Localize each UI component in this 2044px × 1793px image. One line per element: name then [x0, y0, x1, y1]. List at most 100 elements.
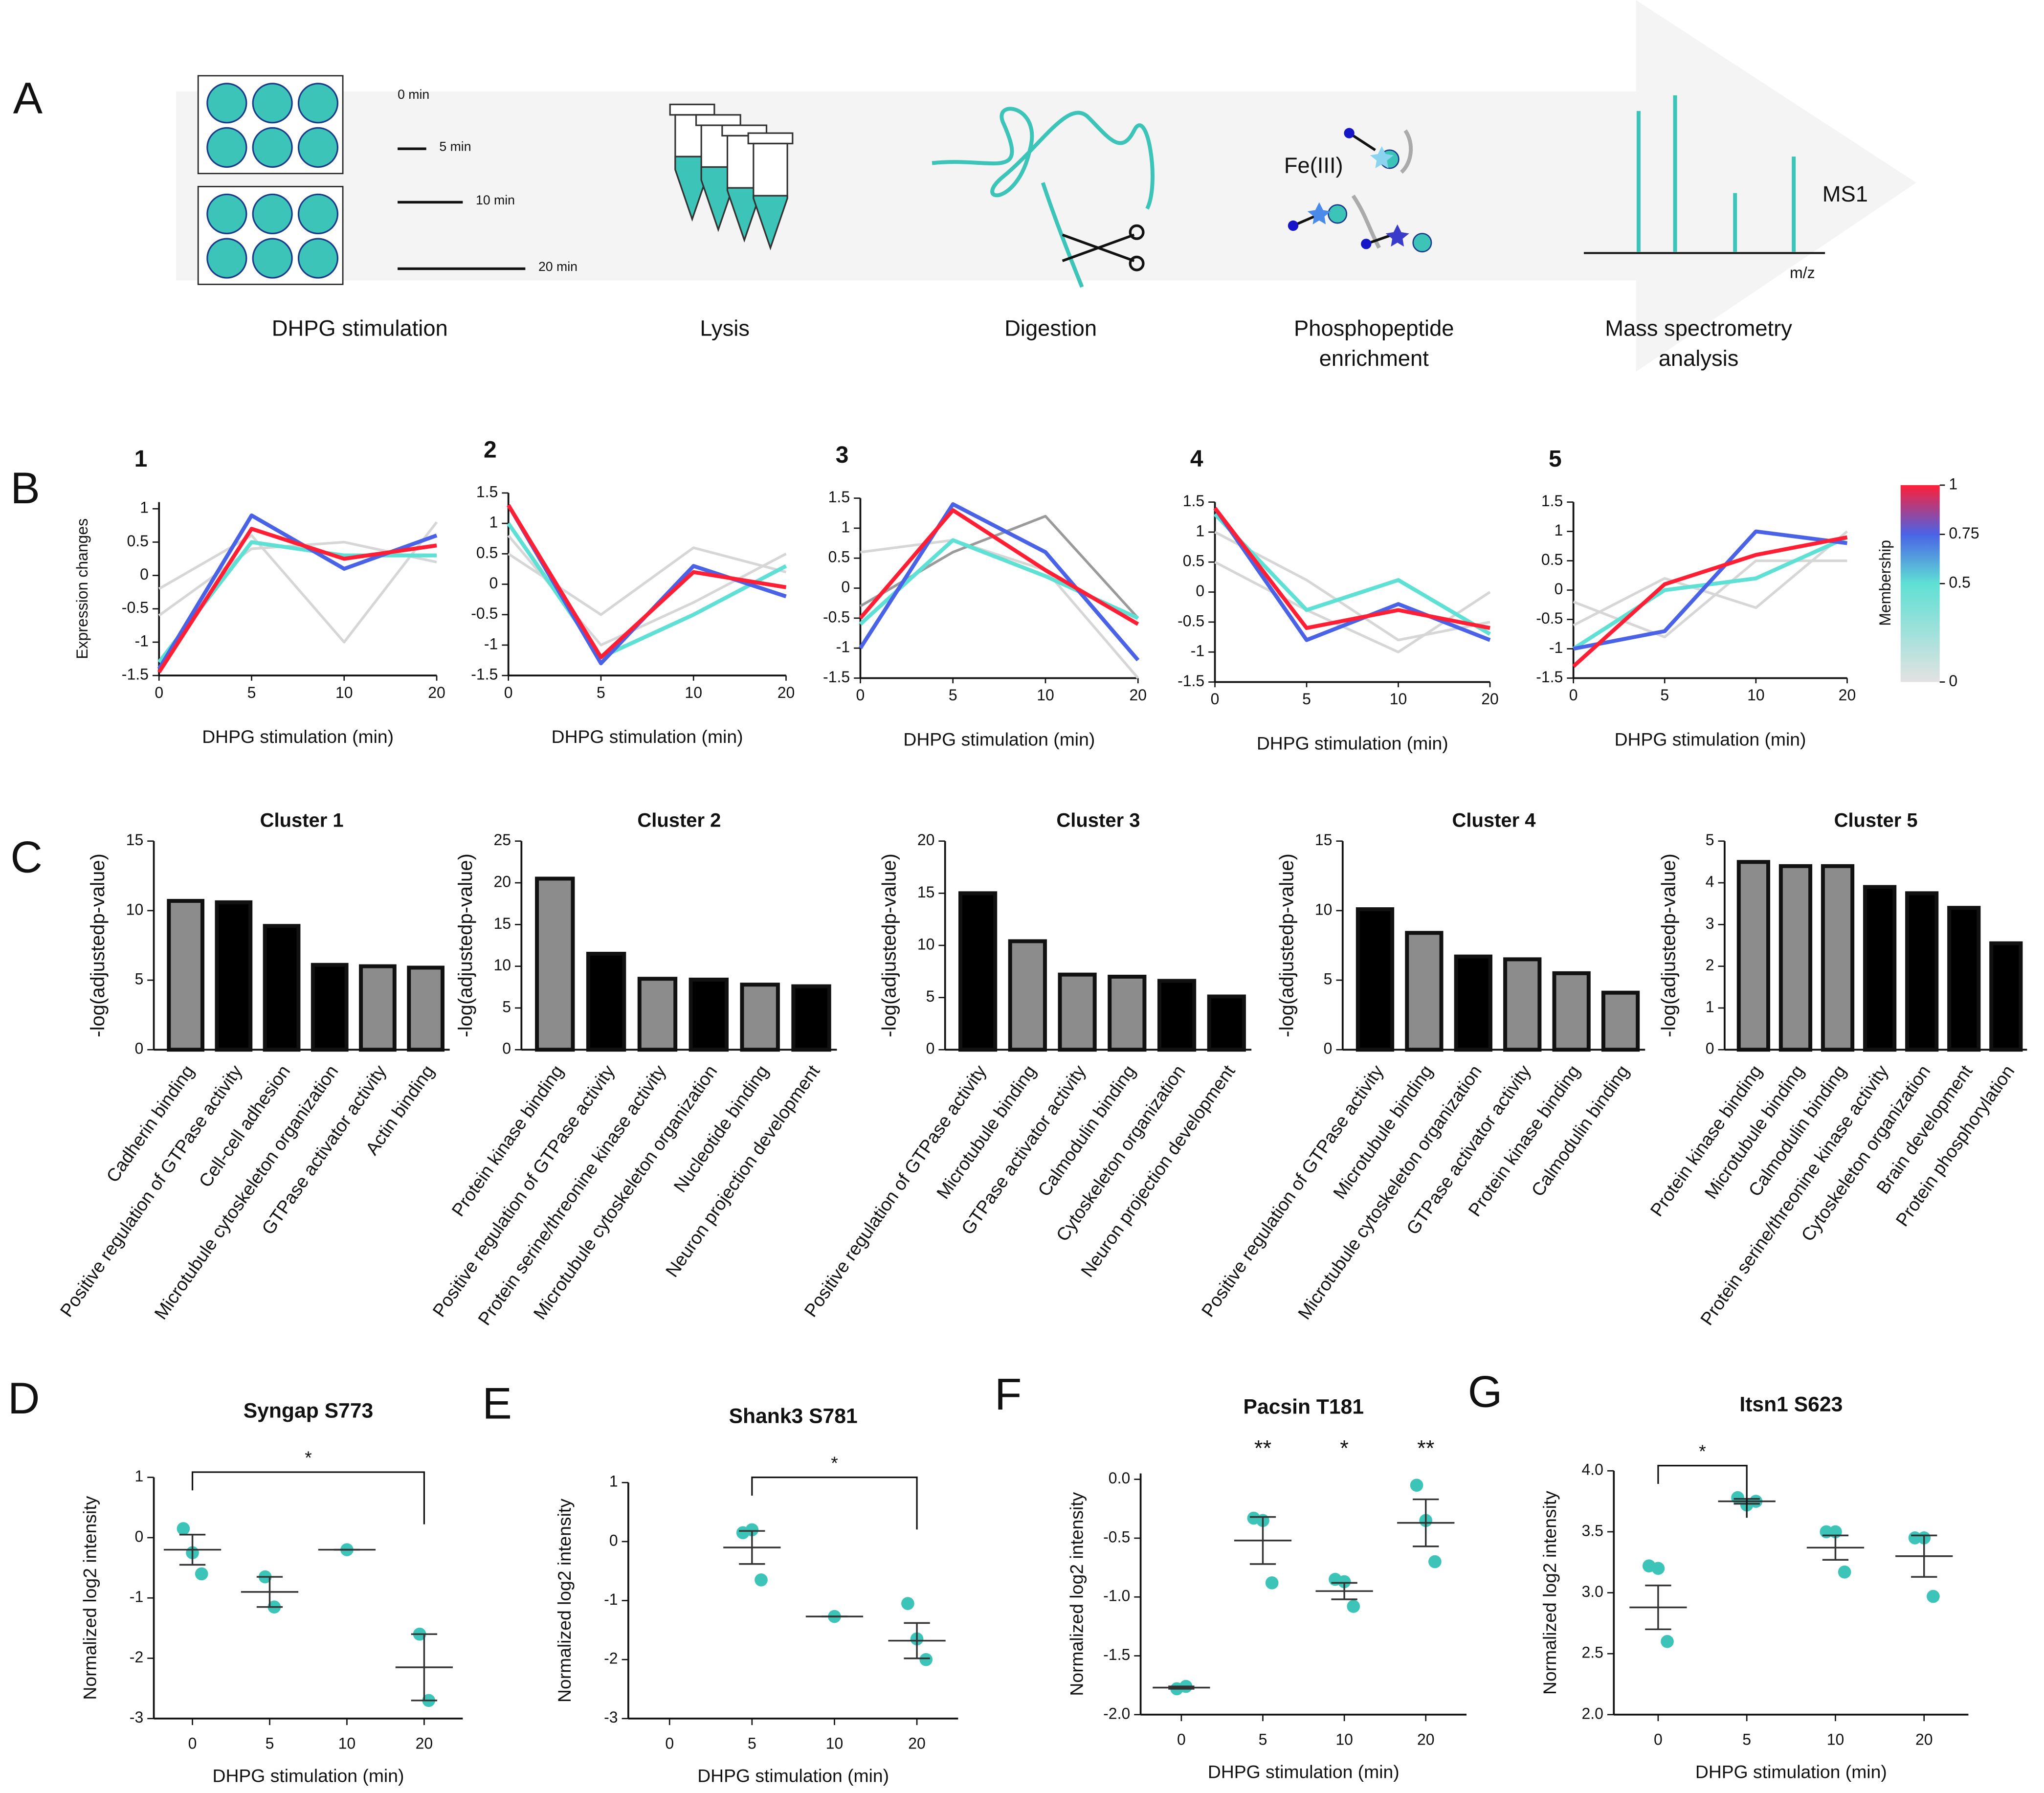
data-point: [195, 1567, 208, 1581]
x-tick-label: 5: [1259, 1731, 1267, 1748]
bar: [637, 977, 678, 1052]
x-tick-label: Protein serine/threonine kinase activity: [474, 1061, 670, 1329]
bar: [689, 977, 729, 1052]
data-point: [1428, 1555, 1442, 1569]
chart-title: 3: [836, 442, 849, 468]
x-tick-label: 10: [335, 684, 353, 701]
y-tick-label: 0: [502, 1040, 511, 1057]
colorbar: Membership 0 0.5 0.75 1: [1876, 475, 1979, 690]
x-tick-label: 10: [1335, 1731, 1353, 1748]
y-tick-label: 1: [489, 514, 498, 531]
y-tick-label: 4.0: [1582, 1461, 1603, 1479]
series-line: [1213, 507, 1491, 642]
x-tick-label: 10: [338, 1735, 356, 1752]
y-tick-label: -1: [604, 1591, 618, 1608]
y-tick-label: 5: [134, 970, 143, 988]
y-tick-label: -1: [1549, 639, 1563, 656]
chart: -2.0-1.5-1.0-0.50.00 5 10 20** * **Pacsin T18…: [995, 1370, 1467, 1782]
y-tick-label: -1.0: [1103, 1587, 1130, 1605]
time-label: 0 min: [398, 87, 429, 102]
chart-title: Shank3 S781: [729, 1404, 858, 1428]
chart-title: Syngap S773: [244, 1399, 373, 1423]
y-tick-label: -3: [130, 1708, 143, 1726]
workflow-arrow: [176, 0, 1916, 372]
bar: [359, 964, 397, 1052]
x-tick-label: 5: [266, 1735, 274, 1752]
step-label: enrichment: [1319, 346, 1429, 371]
y-tick-label: -0.5: [823, 608, 850, 626]
y-tick-label: -2: [130, 1648, 143, 1666]
y-tick-label: 0.5: [1541, 551, 1563, 568]
y-tick-label: 0: [1555, 580, 1563, 598]
x-tick-label: 0: [1177, 1731, 1186, 1748]
y-tick-label: 10: [493, 956, 511, 974]
error-bar: [1413, 1498, 1439, 1547]
data-point: [745, 1523, 759, 1537]
series-line: [860, 538, 1139, 679]
spectrum-peaks: [1636, 95, 1796, 252]
x-tick-label: 20: [428, 684, 445, 701]
y-tick-label: 1: [841, 518, 850, 536]
y-tick-label: 1: [1706, 998, 1714, 1015]
spectrum-axis-label: m/z: [1790, 264, 1815, 282]
data-point: [177, 1522, 190, 1535]
x-tick-label: 20: [908, 1735, 926, 1752]
y-tick-label: 1: [1555, 521, 1563, 539]
x-tick-label: 20: [778, 684, 795, 701]
bar: [1778, 864, 1813, 1052]
bar: [1355, 907, 1395, 1052]
error-bar: [256, 1576, 283, 1608]
series-line: [507, 535, 787, 647]
significance-bracket: [751, 1477, 918, 1530]
peptide-chain: [932, 107, 1155, 288]
y-tick-label: 3.0: [1582, 1583, 1603, 1600]
y-axis-label: Expression changes: [73, 518, 91, 659]
data-point: [1661, 1635, 1674, 1648]
y-tick-label: -1.5: [1536, 668, 1563, 686]
y-tick-label: 0.5: [828, 548, 850, 566]
x-tick-label: Cadherin binding: [102, 1061, 198, 1186]
chart-title: Cluster 2: [637, 809, 721, 831]
panel-label: G: [1468, 1367, 1503, 1417]
chart: 0 5 10 15 20 Positive regulation of GTPase ac…: [800, 809, 1252, 1321]
bar: [1405, 931, 1444, 1052]
time-label: 5 min: [439, 139, 471, 154]
error-bar: [1331, 1582, 1357, 1600]
y-tick-label: -0.5: [1178, 612, 1204, 629]
bar: [1947, 906, 1981, 1052]
x-tick-label: 20: [1915, 1731, 1933, 1748]
y-tick-label: 0.0: [1109, 1469, 1130, 1487]
chart-title: 4: [1190, 446, 1203, 472]
y-tick-label: 0.5: [1183, 552, 1204, 570]
step-label: Lysis: [700, 316, 750, 341]
x-tick-label: 5: [748, 1735, 756, 1752]
x-tick-label: Nucleotide binding: [669, 1061, 773, 1196]
phosphopeptides: [1288, 128, 1432, 253]
y-tick-label: -1.5: [471, 666, 498, 683]
significance-label: *: [1699, 1441, 1706, 1461]
significance-bracket: [191, 1471, 425, 1524]
y-tick-label: -1: [836, 638, 850, 656]
series-line: [157, 527, 437, 673]
error-bar: [179, 1534, 206, 1566]
x-tick-label: 20: [1417, 1731, 1435, 1748]
x-tick-label: 20: [1839, 686, 1856, 704]
y-tick-label: -0.5: [1103, 1528, 1130, 1546]
y-tick-label: -1.5: [1103, 1646, 1130, 1663]
panel-label: A: [13, 74, 43, 123]
bar: [1157, 979, 1197, 1052]
error-bar: [1249, 1516, 1276, 1565]
bar: [407, 965, 444, 1052]
error-bar: [1645, 1584, 1671, 1631]
series-line: [158, 521, 438, 644]
y-tick-label: 0: [609, 1531, 618, 1549]
series-line: [1214, 560, 1491, 653]
error-bar: [904, 1622, 930, 1659]
y-tick-label: -1: [1191, 642, 1204, 660]
y-tick-label: 0: [134, 1040, 143, 1057]
bar: [1905, 891, 1939, 1052]
y-tick-label: 1.5: [828, 488, 850, 506]
